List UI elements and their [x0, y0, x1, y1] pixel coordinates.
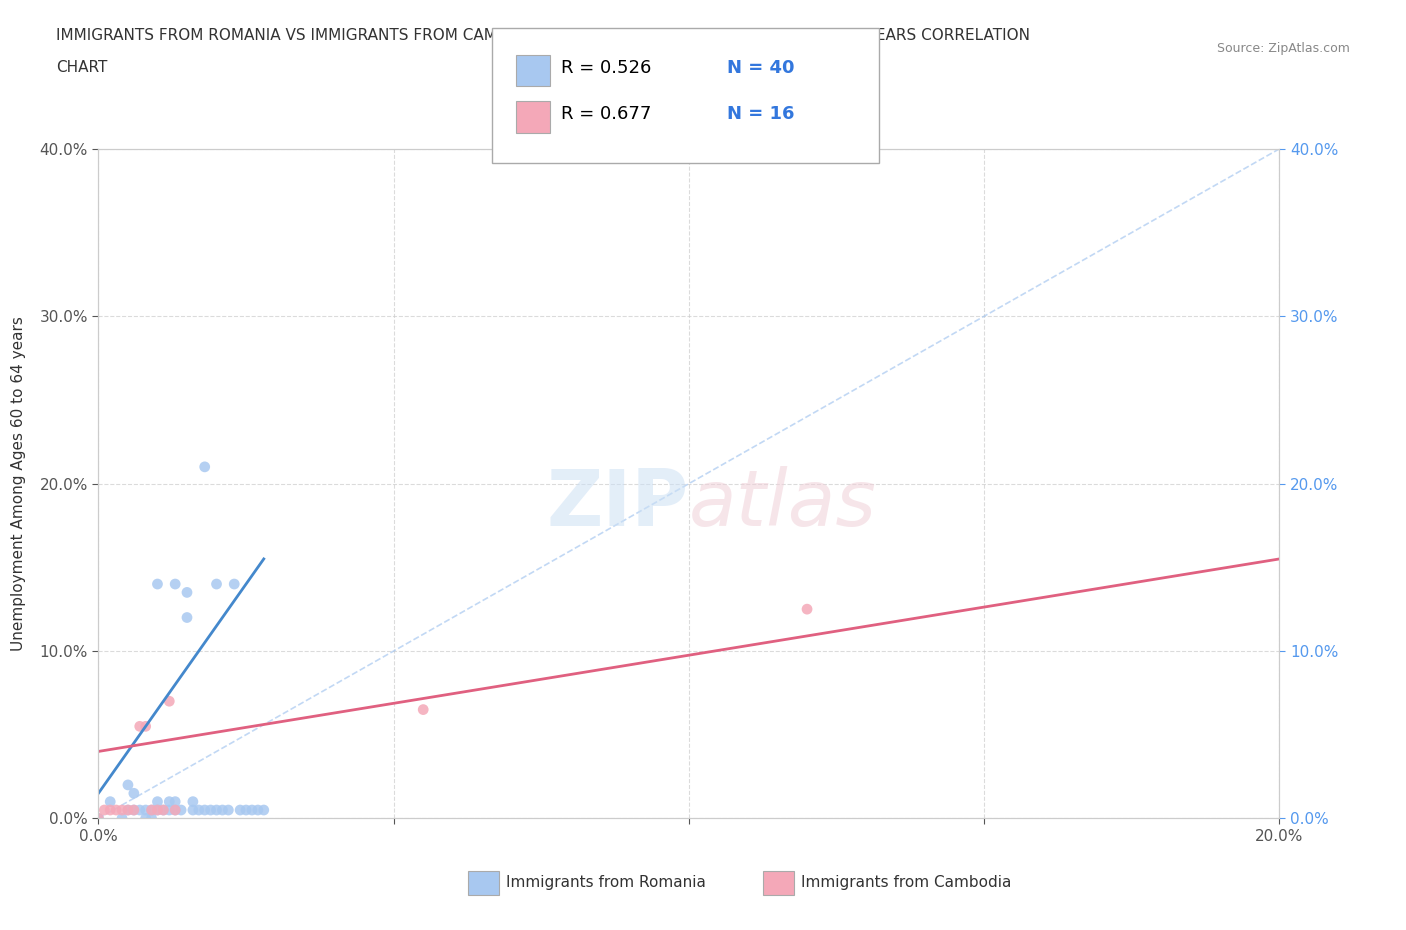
- Point: [240, 803, 263, 817]
- Point: [105, 803, 128, 817]
- Point: [157, 803, 180, 817]
- Point: [141, 811, 163, 826]
- Text: IMMIGRANTS FROM ROMANIA VS IMMIGRANTS FROM CAMBODIA UNEMPLOYMENT AMONG AGES 60 T: IMMIGRANTS FROM ROMANIA VS IMMIGRANTS FR…: [56, 28, 1031, 43]
- Point: [122, 803, 145, 817]
- Point: [141, 803, 163, 817]
- Point: [235, 803, 257, 817]
- Point: [205, 577, 228, 591]
- Point: [146, 794, 169, 809]
- Point: [412, 702, 434, 717]
- Point: [128, 719, 150, 734]
- Point: [111, 803, 134, 817]
- Point: [111, 811, 134, 826]
- Point: [135, 803, 157, 817]
- Point: [146, 803, 169, 817]
- Point: [211, 803, 233, 817]
- Point: [229, 803, 252, 817]
- Point: [152, 803, 174, 817]
- Point: [253, 803, 276, 817]
- Point: [181, 794, 204, 809]
- Point: [170, 803, 193, 817]
- Point: [217, 803, 239, 817]
- Text: Immigrants from Cambodia: Immigrants from Cambodia: [801, 875, 1012, 890]
- Point: [128, 803, 150, 817]
- Text: Immigrants from Romania: Immigrants from Romania: [506, 875, 706, 890]
- Point: [141, 803, 163, 817]
- Point: [165, 577, 187, 591]
- Point: [200, 803, 222, 817]
- Point: [152, 803, 174, 817]
- Point: [165, 803, 187, 817]
- Point: [117, 777, 139, 792]
- Point: [176, 610, 198, 625]
- Point: [246, 803, 269, 817]
- Text: R = 0.677: R = 0.677: [561, 105, 651, 124]
- Point: [181, 803, 204, 817]
- Point: [194, 459, 217, 474]
- Point: [165, 803, 187, 817]
- Point: [157, 694, 180, 709]
- Point: [117, 803, 139, 817]
- Text: ZIP: ZIP: [547, 466, 689, 541]
- Text: CHART: CHART: [56, 60, 108, 75]
- Point: [796, 602, 818, 617]
- Point: [87, 811, 110, 826]
- Y-axis label: Unemployment Among Ages 60 to 64 years: Unemployment Among Ages 60 to 64 years: [11, 316, 25, 651]
- Point: [87, 811, 110, 826]
- Point: [122, 786, 145, 801]
- Point: [224, 577, 246, 591]
- Point: [122, 803, 145, 817]
- Text: N = 16: N = 16: [727, 105, 794, 124]
- Point: [98, 794, 121, 809]
- Point: [194, 803, 217, 817]
- Point: [98, 803, 121, 817]
- Text: N = 40: N = 40: [727, 59, 794, 77]
- Point: [146, 803, 169, 817]
- Point: [165, 794, 187, 809]
- Point: [93, 803, 115, 817]
- Point: [135, 811, 157, 826]
- Point: [135, 719, 157, 734]
- Point: [146, 577, 169, 591]
- Point: [187, 803, 209, 817]
- Text: R = 0.526: R = 0.526: [561, 59, 651, 77]
- Point: [157, 794, 180, 809]
- Point: [176, 585, 198, 600]
- Point: [205, 803, 228, 817]
- Point: [117, 803, 139, 817]
- Text: Source: ZipAtlas.com: Source: ZipAtlas.com: [1216, 42, 1350, 55]
- Text: atlas: atlas: [689, 466, 877, 541]
